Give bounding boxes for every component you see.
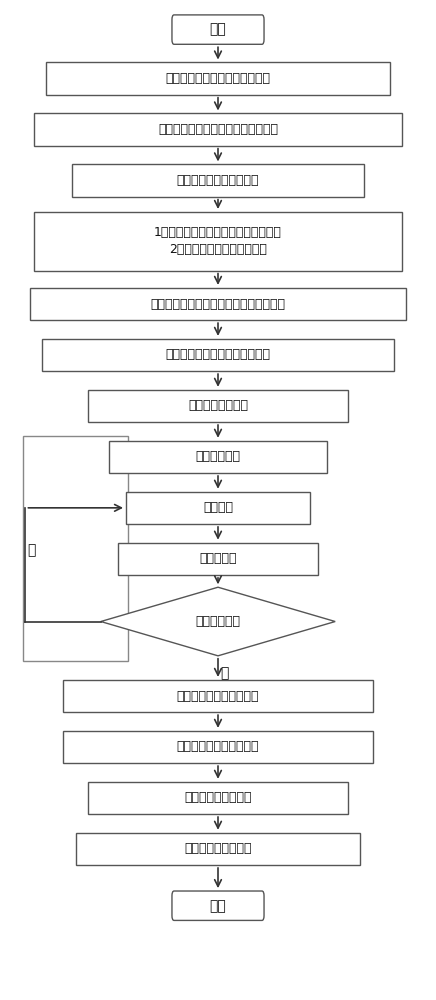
Text: 结束: 结束 — [210, 899, 226, 913]
Bar — [72, 164, 364, 197]
Text: 求二次增量: 求二次增量 — [199, 552, 237, 565]
FancyBboxPatch shape — [172, 15, 264, 44]
Bar — [63, 680, 373, 712]
Polygon shape — [101, 587, 335, 656]
Bar — [88, 782, 348, 814]
Bar — [46, 62, 390, 95]
Text: 确定二维剪切滑移带曲线: 确定二维剪切滑移带曲线 — [177, 690, 259, 702]
Text: 迭代求解: 迭代求解 — [203, 501, 233, 514]
Text: 判断差值范围: 判断差值范围 — [195, 615, 241, 628]
Text: 确定初始回归方程: 确定初始回归方程 — [188, 399, 248, 412]
Bar — [109, 441, 327, 473]
Text: 确定初始增量: 确定初始增量 — [195, 450, 241, 463]
Text: 是: 是 — [220, 666, 228, 680]
FancyBboxPatch shape — [172, 891, 264, 920]
Text: 监测设备安装及位移监测: 监测设备安装及位移监测 — [177, 174, 259, 187]
Bar — [42, 339, 394, 371]
Bar — [126, 492, 310, 524]
Text: 待治理边坡地质调查分析与评价: 待治理边坡地质调查分析与评价 — [166, 72, 270, 85]
Bar — [34, 113, 402, 146]
Text: 确定滑坡剪切滑移带体临界深度: 确定滑坡剪切滑移带体临界深度 — [166, 348, 270, 361]
Bar — [88, 390, 348, 422]
Bar — [30, 288, 406, 320]
Bar — [24, 436, 128, 661]
Text: 确定滑坡失稳性质与抗滑桩空间加固位置: 确定滑坡失稳性质与抗滑桩空间加固位置 — [150, 298, 286, 310]
Bar — [118, 543, 318, 575]
Text: 1．确定滑坡位移监测点总合成位移量
2．确定滑坡垂直位移方向率: 1．确定滑坡位移监测点总合成位移量 2．确定滑坡垂直位移方向率 — [154, 226, 282, 256]
Bar — [63, 731, 373, 763]
Bar — [76, 833, 360, 865]
Text: 否: 否 — [27, 543, 36, 557]
Text: 抗滑桩的信息化施工: 抗滑桩的信息化施工 — [184, 842, 252, 855]
Text: 确定滑坡抗滑桩桩长: 确定滑坡抗滑桩桩长 — [184, 791, 252, 804]
Text: 开始: 开始 — [210, 23, 226, 37]
Text: 确定多条剪切滑移带曲线: 确定多条剪切滑移带曲线 — [177, 740, 259, 753]
Bar — [34, 212, 402, 271]
Text: 坡体网格划分及位移监测点位置选取: 坡体网格划分及位移监测点位置选取 — [158, 123, 278, 136]
